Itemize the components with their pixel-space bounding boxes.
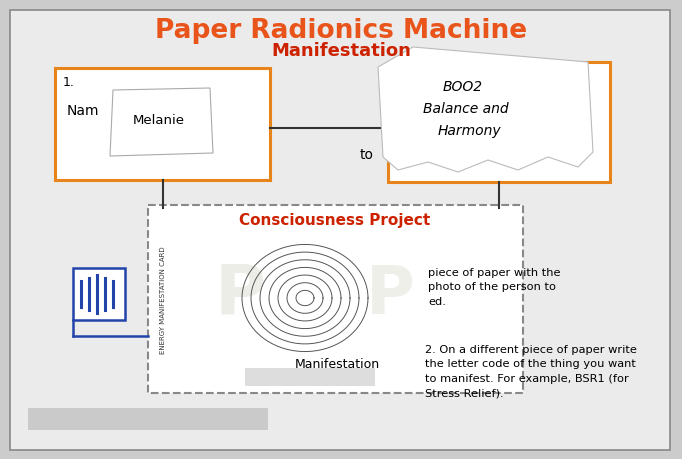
FancyBboxPatch shape <box>388 62 610 182</box>
Text: Melanie: Melanie <box>133 114 185 127</box>
Text: P: P <box>366 262 415 328</box>
FancyBboxPatch shape <box>73 268 125 320</box>
Text: Paper Radionics Machine: Paper Radionics Machine <box>155 18 527 44</box>
Text: to: to <box>360 148 374 162</box>
Polygon shape <box>110 88 213 156</box>
Text: Nam: Nam <box>67 104 100 118</box>
Text: 1.: 1. <box>63 76 75 89</box>
FancyBboxPatch shape <box>10 10 670 450</box>
Text: Manifestation: Manifestation <box>271 42 411 60</box>
FancyBboxPatch shape <box>55 68 270 180</box>
Text: Manifestation: Manifestation <box>295 358 380 371</box>
Text: Harmony: Harmony <box>438 124 502 138</box>
Text: to of: to of <box>170 104 202 118</box>
Text: P: P <box>215 262 265 329</box>
Bar <box>148 205 523 393</box>
Text: 2. On a different piece of paper write
the letter code of the thing you want
to : 2. On a different piece of paper write t… <box>425 345 637 398</box>
Polygon shape <box>378 47 593 172</box>
FancyBboxPatch shape <box>28 408 268 430</box>
FancyBboxPatch shape <box>245 368 375 386</box>
Text: Consciousness Project: Consciousness Project <box>239 213 430 228</box>
Text: Balance and: Balance and <box>423 102 509 116</box>
Text: BOO2: BOO2 <box>443 80 483 94</box>
Text: ENERGY MANIFESTATION CARD: ENERGY MANIFESTATION CARD <box>160 246 166 354</box>
Text: piece of paper with the
photo of the person to
ed.: piece of paper with the photo of the per… <box>428 268 561 307</box>
